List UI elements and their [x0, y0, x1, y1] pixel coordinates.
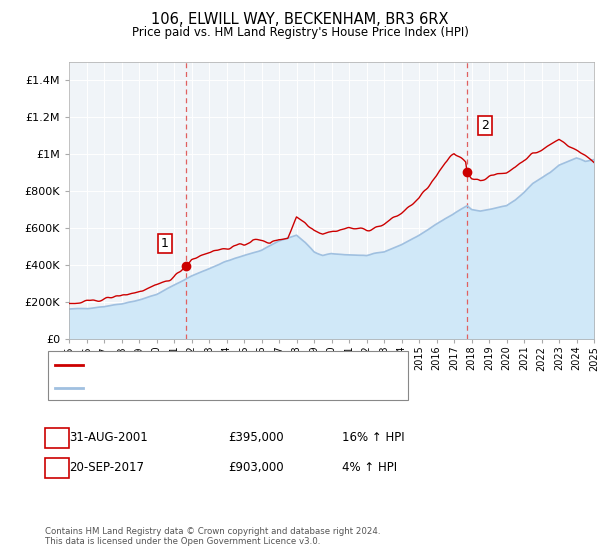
Text: 106, ELWILL WAY, BECKENHAM, BR3 6RX: 106, ELWILL WAY, BECKENHAM, BR3 6RX — [151, 12, 449, 27]
Text: 1: 1 — [161, 237, 169, 250]
Text: 106, ELWILL WAY, BECKENHAM, BR3 6RX (detached house): 106, ELWILL WAY, BECKENHAM, BR3 6RX (det… — [88, 360, 394, 370]
Text: 20-SEP-2017: 20-SEP-2017 — [69, 461, 144, 474]
Text: £395,000: £395,000 — [228, 431, 284, 445]
Text: HPI: Average price, detached house, Bromley: HPI: Average price, detached house, Brom… — [88, 383, 324, 393]
Text: 31-AUG-2001: 31-AUG-2001 — [69, 431, 148, 445]
Text: Contains HM Land Registry data © Crown copyright and database right 2024.
This d: Contains HM Land Registry data © Crown c… — [45, 526, 380, 546]
Text: 16% ↑ HPI: 16% ↑ HPI — [342, 431, 404, 445]
Text: £903,000: £903,000 — [228, 461, 284, 474]
Text: 2: 2 — [53, 461, 61, 474]
Text: Price paid vs. HM Land Registry's House Price Index (HPI): Price paid vs. HM Land Registry's House … — [131, 26, 469, 39]
Text: 4% ↑ HPI: 4% ↑ HPI — [342, 461, 397, 474]
Text: 1: 1 — [53, 431, 61, 445]
Text: 2: 2 — [481, 119, 488, 132]
